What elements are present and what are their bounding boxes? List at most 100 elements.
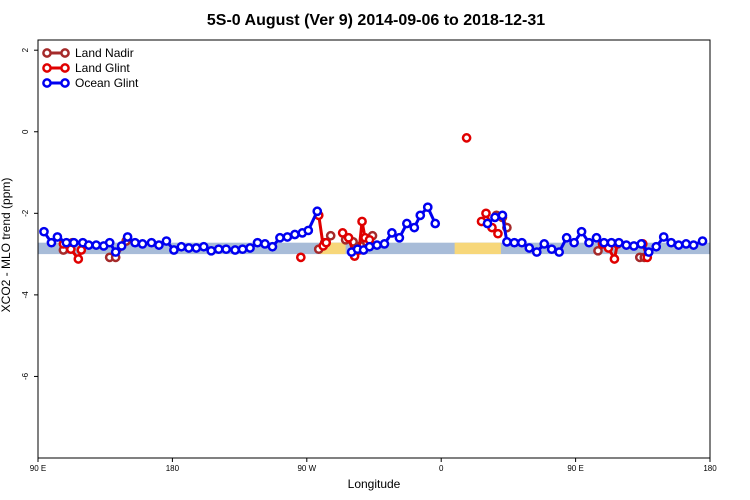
legend-marker <box>60 78 70 88</box>
y-tick-label: -6 <box>21 372 30 380</box>
data-point <box>312 206 323 217</box>
data-point <box>482 218 493 229</box>
data-point <box>697 236 708 246</box>
y-tick-label: -2 <box>21 209 30 217</box>
data-point <box>290 229 300 240</box>
x-tick-label: 90 E <box>30 464 46 473</box>
data-point <box>628 241 639 251</box>
x-tick-label: 90 W <box>297 464 316 473</box>
data-point <box>68 237 79 248</box>
data-point <box>230 245 240 255</box>
data-point <box>245 243 255 253</box>
data-point <box>569 237 579 248</box>
data-point <box>673 240 684 250</box>
legend-marker <box>60 48 70 58</box>
data-point <box>372 240 382 250</box>
data-point <box>282 232 293 242</box>
y-tick-label: -4 <box>21 291 30 299</box>
data-point <box>221 244 232 255</box>
legend-marker <box>42 78 52 88</box>
data-point <box>546 244 557 255</box>
data-point <box>169 245 179 255</box>
data-point <box>110 247 121 257</box>
data-point <box>688 240 699 250</box>
band-highlight <box>320 242 346 255</box>
data-point <box>554 247 565 257</box>
data-point <box>524 243 535 253</box>
data-point <box>146 237 157 248</box>
data-point <box>502 237 512 247</box>
data-point <box>409 222 420 233</box>
data-point <box>337 228 348 238</box>
data-point <box>422 202 433 213</box>
data-point <box>576 226 587 237</box>
data-point <box>490 212 500 223</box>
plot-frame <box>37 39 711 459</box>
data-point <box>531 247 542 257</box>
data-point <box>516 237 527 248</box>
band-highlight <box>454 242 501 255</box>
data-point <box>636 239 647 249</box>
data-point <box>73 254 84 264</box>
data-point <box>260 239 270 249</box>
legend-item: Land Nadir <box>42 46 134 60</box>
data-point <box>295 252 306 263</box>
y-axis: 2 0 -2 -4 -6 <box>21 47 38 380</box>
data-point <box>606 237 617 248</box>
x-tick-label: 0 <box>439 464 444 473</box>
data-point <box>509 237 520 248</box>
data-point <box>481 208 491 219</box>
data-point <box>357 216 367 227</box>
data-point <box>325 230 336 241</box>
data-point <box>154 240 164 250</box>
legend-marker <box>42 63 52 73</box>
data-point <box>402 218 412 229</box>
y-tick-label: 0 <box>21 129 30 134</box>
data-point <box>161 236 172 246</box>
data-point <box>666 237 677 248</box>
data-point <box>183 243 194 253</box>
x-tick-label: 180 <box>166 464 180 473</box>
data-point <box>46 237 57 248</box>
data-point <box>191 243 202 253</box>
data-point <box>303 225 314 236</box>
legend-item: Land Glint <box>42 61 130 75</box>
data-point <box>591 232 602 243</box>
y-axis-label: XCO2 - MLO trend (ppm) <box>0 178 13 313</box>
data-point <box>493 228 503 239</box>
legend-marker <box>42 48 52 58</box>
data-point <box>364 241 375 252</box>
data-point <box>461 133 472 143</box>
legend-label: Ocean Glint <box>75 76 139 90</box>
x-tick-label: 90 E <box>567 464 583 473</box>
data-point <box>122 232 133 242</box>
data-point <box>651 241 662 252</box>
data-point <box>130 237 140 248</box>
data-point <box>275 232 285 243</box>
data-point <box>643 247 654 257</box>
data-point <box>539 239 550 249</box>
data-point <box>206 245 217 256</box>
legend-marker <box>60 63 70 73</box>
data-point <box>39 226 49 237</box>
y-tick-label: 2 <box>21 47 30 52</box>
data-point <box>104 237 115 248</box>
data-point <box>497 210 508 221</box>
data-point <box>137 239 148 249</box>
data-point <box>116 241 127 251</box>
legend-item: Ocean Glint <box>42 76 139 90</box>
series-ocean-glint <box>39 202 708 257</box>
data-point <box>237 244 248 255</box>
data-point <box>83 240 94 250</box>
data-point <box>252 237 263 248</box>
data-point <box>681 239 691 249</box>
data-point <box>387 228 397 238</box>
data-point <box>561 232 572 243</box>
data-point <box>76 245 87 255</box>
data-point <box>599 237 609 248</box>
data-point <box>379 239 390 249</box>
data-point <box>394 232 405 243</box>
data-point <box>415 210 426 221</box>
